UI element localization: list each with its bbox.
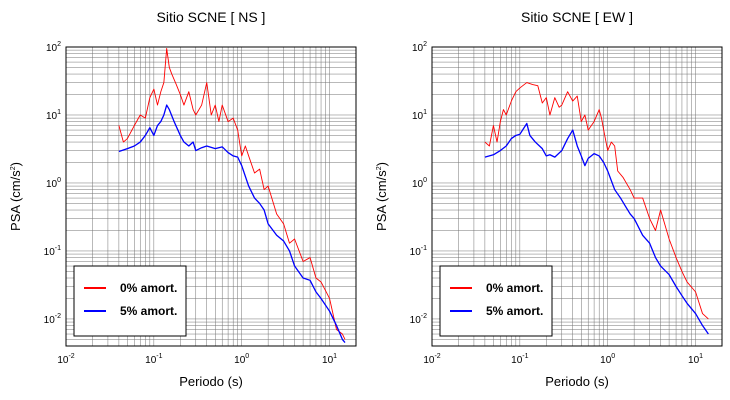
y-axis-label: PSA (cm/s2) [374,162,389,231]
plot-frame [431,46,723,347]
y-tick-label: 10-2 [410,313,427,326]
x-tick-exp: -1 [522,353,528,360]
x-axis-label: Periodo (s) [179,374,243,389]
legend-label: 5% amort. [486,304,543,318]
y-tick-base: 10 [412,43,424,54]
y-tick-label: 10-1 [410,245,427,258]
y-axis-label-close: ) [374,162,389,166]
y-tick-exp: 0 [57,177,61,184]
legend-label: 0% amort. [120,281,177,295]
x-tick-base: 10 [511,355,523,366]
y-tick-label: 101 [46,109,61,122]
y-tick-exp: 2 [423,41,427,48]
x-tick-label: 10-1 [511,353,528,366]
legend-box [73,265,187,337]
x-tick-exp: -1 [156,353,162,360]
legend-label: 0% amort. [486,281,543,295]
chart-title: Sitio SCNE [ NS ] [157,9,266,25]
grid [65,46,357,347]
series-line-red [484,82,709,320]
x-tick-label: 101 [322,353,337,366]
y-tick-exp: 0 [423,177,427,184]
x-tick-label: 101 [688,353,703,366]
y-tick-base: 10 [44,247,56,258]
x-tick-base: 10 [145,355,157,366]
y-tick-base: 10 [412,111,424,122]
y-tick-exp: -2 [55,313,61,320]
y-tick-exp: -2 [421,313,427,320]
y-axis-label: PSA (cm/s2) [8,162,23,231]
y-axis-label-text: PSA (cm/s [8,170,23,231]
x-tick-label: 100 [600,353,615,366]
series-line-red [118,48,346,340]
y-tick-base: 10 [46,111,58,122]
y-tick-base: 10 [46,43,58,54]
x-tick-exp: -2 [68,353,74,360]
y-tick-exp: -1 [55,245,61,252]
y-axis-label-text: PSA (cm/s [374,170,389,231]
y-tick-exp: 1 [423,109,427,116]
series-line-blue [118,104,346,343]
y-axis-label-sup: 2 [10,166,17,170]
series-line-blue [484,122,709,335]
x-tick-label: 10-2 [57,353,74,366]
y-tick-label: 10-1 [44,245,61,258]
x-tick-label: 10-2 [423,353,440,366]
plot-frame [65,46,357,347]
x-tick-base: 10 [57,355,69,366]
y-axis-label-close: ) [8,162,23,166]
chart-title: Sitio SCNE [ EW ] [521,9,633,25]
y-tick-base: 10 [412,179,424,190]
y-tick-label: 100 [46,177,61,190]
y-axis-label-sup: 2 [376,166,383,170]
y-tick-base: 10 [410,247,422,258]
x-axis-label: Periodo (s) [545,374,609,389]
y-tick-base: 10 [46,179,58,190]
x-tick-exp: -2 [434,353,440,360]
y-tick-exp: 1 [57,109,61,116]
x-tick-base: 10 [600,355,612,366]
y-tick-label: 102 [46,41,61,54]
y-tick-base: 10 [410,315,422,326]
x-tick-label: 10-1 [145,353,162,366]
y-tick-label: 100 [412,177,427,190]
x-tick-exp: 1 [333,353,337,360]
legend-label: 5% amort. [120,304,177,318]
x-tick-base: 10 [234,355,246,366]
y-tick-exp: 2 [57,41,61,48]
x-tick-exp: 0 [245,353,249,360]
x-tick-base: 10 [688,355,700,366]
y-tick-label: 101 [412,109,427,122]
x-tick-exp: 0 [611,353,615,360]
x-tick-label: 100 [234,353,249,366]
y-tick-label: 102 [412,41,427,54]
x-tick-base: 10 [423,355,435,366]
legend-box [439,265,553,337]
x-tick-exp: 1 [699,353,703,360]
y-tick-exp: -1 [421,245,427,252]
y-tick-label: 10-2 [44,313,61,326]
x-tick-base: 10 [322,355,334,366]
y-tick-base: 10 [44,315,56,326]
